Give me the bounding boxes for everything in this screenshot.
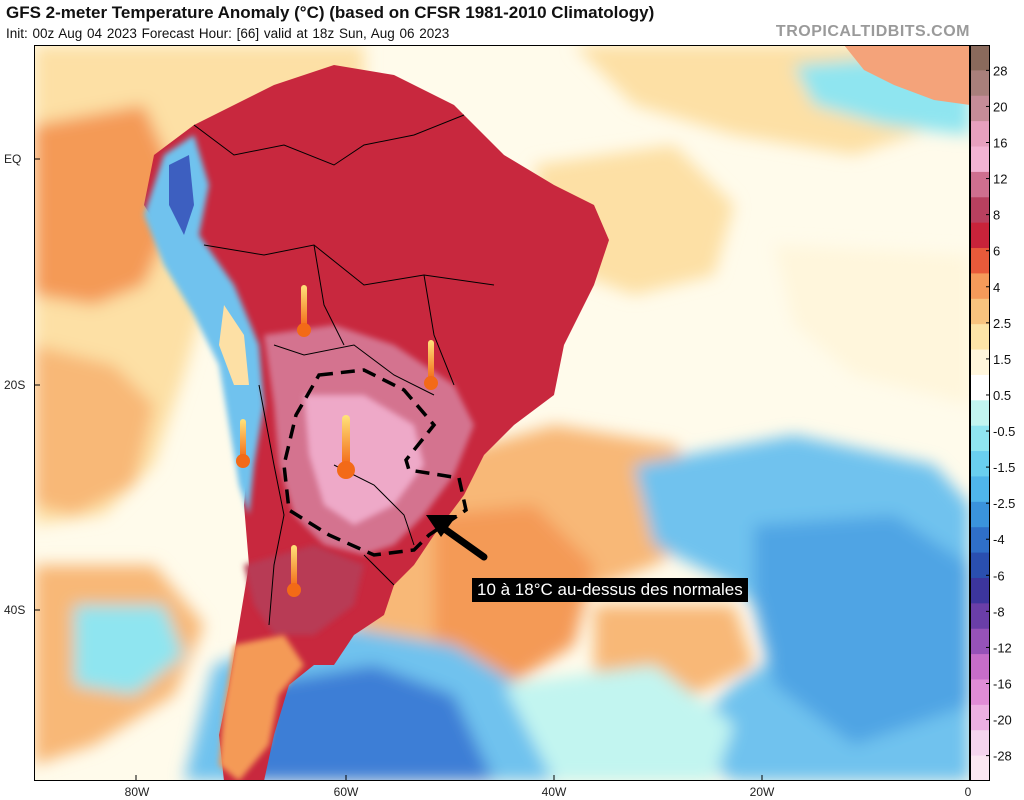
colorbar-segment bbox=[970, 324, 990, 351]
colorbar-segment bbox=[970, 121, 990, 148]
colorbar-label: -20 bbox=[993, 713, 1012, 728]
thermometer-icon bbox=[424, 340, 438, 390]
colorbar-segment bbox=[970, 298, 990, 325]
colorbar-label: 4 bbox=[993, 280, 1000, 295]
colorbar-segment bbox=[970, 476, 990, 503]
colorbar-segment bbox=[970, 527, 990, 554]
annotation-arrow bbox=[426, 515, 488, 561]
lat-label-40s: 40S bbox=[4, 603, 26, 617]
colorbar-segment bbox=[970, 146, 990, 173]
lon-label-40w: 40W bbox=[541, 785, 567, 799]
colorbar-segment bbox=[970, 755, 990, 781]
colorbar-segment bbox=[970, 704, 990, 731]
colorbar-segment bbox=[970, 248, 990, 274]
lon-label-60w: 60W bbox=[333, 785, 359, 799]
africa-corner bbox=[844, 45, 970, 105]
annotation-label: 10 à 18°C au-dessus des normales bbox=[472, 578, 748, 602]
colorbar-label: -12 bbox=[993, 640, 1012, 655]
colorbar-segment bbox=[970, 552, 990, 579]
colorbar-label: -1.5 bbox=[993, 460, 1015, 475]
colorbar-segment bbox=[970, 451, 990, 477]
lat-label-20s: 20S bbox=[4, 378, 26, 392]
colorbar-segment bbox=[970, 45, 990, 71]
watermark: TROPICALTIDBITS.COM bbox=[775, 23, 970, 40]
thermometer-icon bbox=[297, 285, 311, 337]
colorbar-segment bbox=[970, 425, 990, 452]
colorbar-segment bbox=[970, 501, 990, 528]
colorbar-label: 1.5 bbox=[993, 352, 1011, 367]
colorbar-label: -6 bbox=[993, 568, 1005, 583]
colorbar-segment bbox=[970, 197, 990, 224]
map-subtitle: Init: 00z Aug 04 2023 Forecast Hour: [66… bbox=[6, 26, 450, 41]
lon-label-0: 0 bbox=[964, 785, 972, 799]
colorbar-segment bbox=[970, 70, 990, 97]
south-america-land bbox=[144, 45, 970, 781]
colorbar-label: -28 bbox=[993, 749, 1012, 764]
colorbar-segment bbox=[970, 400, 990, 427]
colorbar-segment bbox=[970, 374, 990, 401]
colorbar-segment bbox=[970, 679, 990, 706]
colorbar-label: 2.5 bbox=[993, 316, 1011, 331]
colorbar-label: 20 bbox=[993, 99, 1007, 114]
colorbar-label: 0.5 bbox=[993, 388, 1011, 403]
colorbar-label: 12 bbox=[993, 172, 1007, 187]
lat-label-eq: EQ bbox=[4, 152, 22, 166]
colorbar-segment bbox=[970, 730, 990, 757]
colorbar-segment bbox=[970, 603, 990, 630]
colorbar-segment bbox=[970, 222, 990, 249]
colorbar-label: -4 bbox=[993, 532, 1005, 547]
thermometer-icon bbox=[236, 419, 250, 468]
andes-cold-strip bbox=[144, 135, 264, 515]
colorbar-label: 8 bbox=[993, 208, 1000, 223]
lon-label-80w: 80W bbox=[124, 785, 150, 799]
colorbar-label: 6 bbox=[993, 244, 1000, 259]
colorbar-label: -16 bbox=[993, 676, 1012, 691]
colorbar-segment bbox=[970, 628, 990, 655]
colorbar-segment bbox=[970, 654, 990, 680]
lon-label-20w: 20W bbox=[749, 785, 775, 799]
colorbar-segment bbox=[970, 349, 990, 376]
colorbar-segment bbox=[970, 273, 990, 300]
thermometer-icon bbox=[287, 545, 301, 597]
colorbar-label: -8 bbox=[993, 604, 1005, 619]
colorbar-segment bbox=[970, 171, 990, 198]
colorbar-label: 16 bbox=[993, 136, 1007, 151]
colorbar: 28 20 16 12 8 6 4 2.5 1.5 0.5 -0.5 -1.5 -2.5 -4 -6 -8 -1… bbox=[970, 45, 1015, 781]
temperature-anomaly-map bbox=[34, 45, 970, 781]
country-borders bbox=[193, 114, 495, 626]
colorbar-segment bbox=[970, 95, 990, 122]
warm-core-light bbox=[304, 395, 424, 525]
colorbar-label: 28 bbox=[993, 63, 1007, 78]
colorbar-label: -2.5 bbox=[993, 496, 1015, 511]
colorbar-border bbox=[970, 45, 990, 781]
colorbar-segment bbox=[970, 577, 990, 604]
thermometer-icon bbox=[337, 415, 355, 479]
map-title: GFS 2-meter Temperature Anomaly (°C) (ba… bbox=[6, 3, 655, 22]
colorbar-label: -0.5 bbox=[993, 424, 1015, 439]
